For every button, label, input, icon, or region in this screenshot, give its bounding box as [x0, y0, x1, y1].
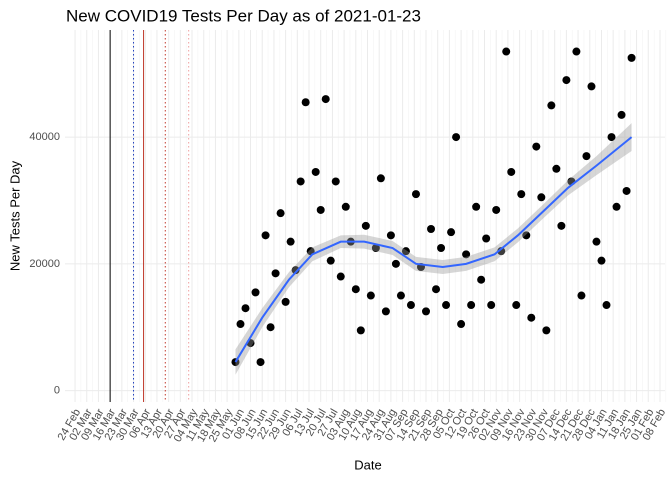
- point: [241, 304, 250, 313]
- y-axis-label: New Tests Per Day: [7, 160, 22, 271]
- point: [291, 266, 300, 275]
- point: [381, 307, 390, 316]
- point: [386, 231, 395, 240]
- point: [427, 224, 436, 233]
- point: [612, 202, 621, 211]
- confidence-band: [235, 123, 632, 375]
- point: [597, 256, 606, 265]
- point: [492, 205, 501, 214]
- point: [517, 190, 526, 199]
- point: [452, 133, 461, 142]
- point: [301, 98, 310, 107]
- point: [617, 110, 626, 119]
- point: [361, 221, 370, 230]
- point: [406, 301, 415, 310]
- point: [462, 250, 471, 259]
- point: [286, 237, 295, 246]
- point: [251, 288, 260, 297]
- point: [281, 297, 290, 306]
- point: [557, 221, 566, 230]
- point: [432, 285, 441, 294]
- point: [627, 53, 636, 62]
- point: [457, 320, 466, 329]
- point: [422, 307, 431, 316]
- point: [276, 209, 285, 218]
- point: [582, 152, 591, 161]
- point: [602, 301, 611, 310]
- point: [356, 326, 365, 335]
- point: [497, 247, 506, 256]
- smooth-line: [234, 136, 633, 363]
- point: [376, 174, 385, 183]
- point: [391, 259, 400, 268]
- point: [552, 164, 561, 173]
- point: [562, 76, 571, 85]
- y-tick-label: 20000: [29, 258, 60, 270]
- point: [316, 205, 325, 214]
- point: [507, 167, 516, 176]
- point: [321, 95, 330, 104]
- point: [296, 177, 305, 186]
- point: [261, 231, 270, 240]
- point: [447, 228, 456, 237]
- point: [477, 275, 486, 284]
- point: [311, 167, 320, 176]
- point: [542, 326, 551, 335]
- point: [256, 358, 265, 367]
- point: [341, 202, 350, 211]
- grid: [65, 30, 667, 402]
- point: [577, 291, 586, 300]
- y-tick-label: 40000: [29, 131, 60, 143]
- point: [411, 190, 420, 199]
- point: [537, 193, 546, 202]
- point: [527, 313, 536, 322]
- point: [401, 247, 410, 256]
- point: [502, 47, 511, 56]
- point: [482, 234, 491, 243]
- point: [587, 82, 596, 91]
- point: [331, 177, 340, 186]
- point: [371, 244, 380, 253]
- point: [607, 133, 616, 142]
- point: [572, 47, 581, 56]
- point: [522, 231, 531, 240]
- point: [437, 244, 446, 253]
- point: [622, 186, 631, 195]
- point: [592, 237, 601, 246]
- point: [336, 272, 345, 281]
- point: [266, 323, 275, 332]
- chart-title: New COVID19 Tests Per Day as of 2021-01-…: [66, 6, 421, 25]
- point: [512, 301, 521, 310]
- point: [532, 142, 541, 151]
- point: [366, 291, 375, 300]
- x-axis-label: Date: [354, 457, 381, 472]
- point: [487, 301, 496, 310]
- point: [467, 301, 476, 310]
- point: [271, 269, 280, 278]
- point: [547, 101, 556, 110]
- point: [326, 256, 335, 265]
- y-tick-label: 0: [54, 384, 60, 396]
- point: [236, 320, 245, 329]
- point: [351, 285, 360, 294]
- point: [472, 202, 481, 211]
- point: [396, 291, 405, 300]
- point: [442, 301, 451, 310]
